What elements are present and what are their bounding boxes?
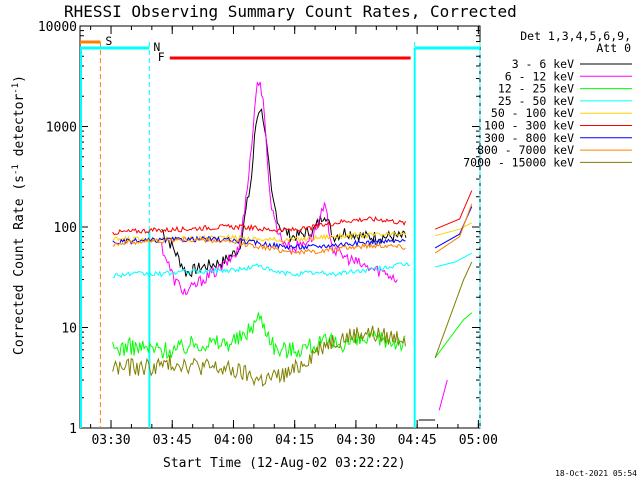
y-tick-label: 10000 (38, 20, 77, 35)
x-tick-label: 04:30 (336, 433, 375, 448)
series-line-3 (112, 262, 410, 279)
x-tick-label: 03:45 (153, 433, 192, 448)
timestamp: 18-Oct-2021 05:54 (555, 469, 637, 478)
y-axis: 1 10 100 1000 10000 (38, 20, 480, 437)
instrument-flags: S NF (80, 34, 481, 428)
x-tick-label: 04:15 (275, 433, 314, 448)
legend-label: 7000 - 15000 keV (463, 155, 574, 169)
y-tick-label: 100 (54, 221, 77, 236)
series-tail-3 (434, 252, 473, 268)
legend-label: 100 - 300 keV (484, 119, 574, 133)
x-tick-label: 03:30 (91, 433, 130, 448)
x-tick-label: 05:00 (459, 433, 498, 448)
legend-header-2: Att 0 (596, 41, 631, 55)
series-tail-7 (434, 203, 473, 254)
series-tail-1 (438, 379, 448, 411)
legend-label: 300 - 800 keV (484, 131, 574, 145)
series-line-6 (112, 235, 406, 251)
series-tail-5 (434, 190, 473, 230)
series-line-8 (112, 325, 406, 387)
legend-header-1: Det 1,3,4,5,6,9, (520, 29, 631, 43)
series-tail-8 (434, 261, 473, 358)
legend-label: 3 - 6 keV (512, 57, 574, 71)
night-flag-label: N (153, 40, 160, 54)
series-tail-2 (434, 312, 473, 359)
y-tick-label: 10 (61, 322, 77, 337)
x-axis-label: Start Time (12-Aug-02 03:22:22) (163, 456, 406, 471)
x-tick-label: 04:45 (398, 433, 437, 448)
chart-title: RHESSI Observing Summary Count Rates, Co… (64, 2, 517, 21)
legend-label: 12 - 25 keV (498, 82, 574, 96)
x-axis: 03:30 03:45 04:00 04:15 04:30 04:45 05:00 (90, 26, 498, 448)
legend-label: 25 - 50 keV (498, 94, 574, 108)
series-line-7 (112, 236, 406, 256)
series-line-1 (161, 81, 398, 296)
y-tick-label: 1 (69, 422, 77, 437)
legend-label: 50 - 100 keV (491, 106, 574, 120)
flare-flag-label: F (158, 50, 165, 64)
x-tick-label: 04:00 (214, 433, 253, 448)
series-line-4 (112, 231, 406, 244)
y-axis-label: Corrected Count Rate (s-1 detector-1) (11, 75, 27, 355)
y-tick-label: 1000 (46, 121, 77, 136)
legend-label: 6 - 12 keV (505, 69, 574, 83)
series-line-2 (112, 312, 406, 360)
series-line-5 (112, 215, 406, 236)
legend-label: 800 - 7000 keV (477, 143, 574, 157)
saa-flag-label: S (105, 34, 112, 48)
series-tail-4 (434, 222, 473, 237)
series-layer (112, 81, 473, 421)
